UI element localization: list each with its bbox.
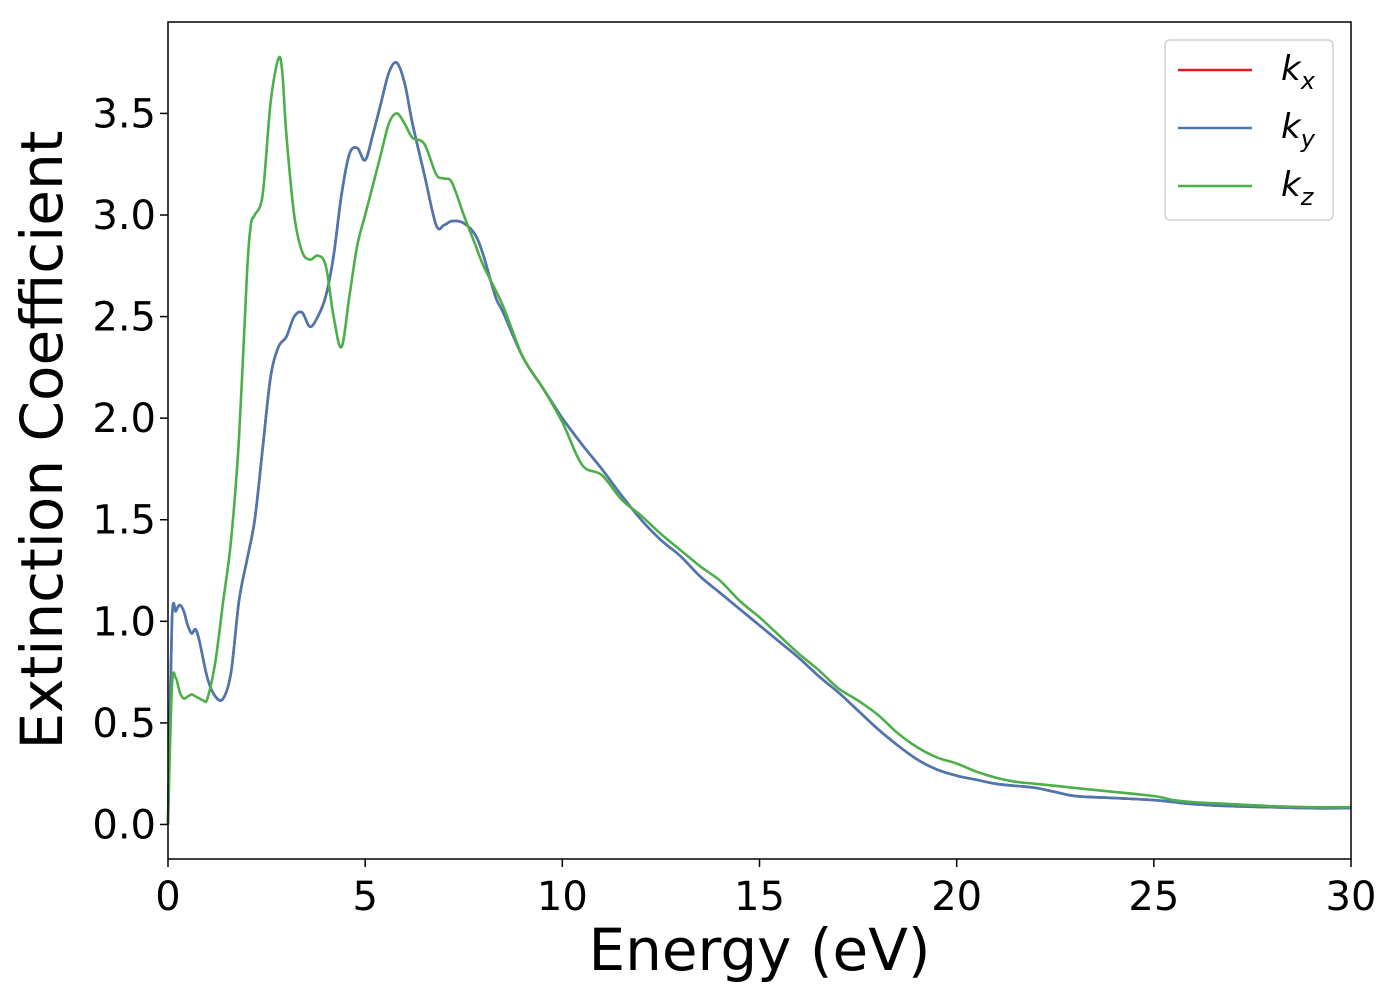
y-tick-label: 0.5 — [92, 701, 156, 747]
series-line-kz — [166, 55, 1352, 825]
legend-label-ky: ky — [1281, 107, 1316, 153]
x-tick-label: 25 — [1128, 874, 1179, 920]
x-tick-label: 0 — [155, 874, 180, 920]
legend-label-kz: kz — [1281, 165, 1315, 211]
y-axis-title: Extinction Coefficient — [8, 131, 76, 750]
series-line-ky — [166, 61, 1352, 825]
y-tick-label: 3.0 — [92, 193, 156, 239]
legend-box — [1164, 39, 1334, 221]
y-tick-label: 2.5 — [92, 295, 156, 341]
y-tick-label: 0.0 — [92, 802, 156, 848]
legend: kx ky kz — [1164, 39, 1334, 221]
x-tick-label: 30 — [1326, 874, 1377, 920]
x-tick-label: 15 — [734, 874, 785, 920]
y-axis-ticks: 0.0 0.5 1.0 1.5 2.0 2.5 3.0 3.5 — [92, 91, 168, 848]
series-lines — [166, 55, 1352, 825]
y-tick-label: 3.5 — [92, 91, 156, 137]
x-tick-label: 10 — [537, 874, 588, 920]
x-tick-label: 20 — [931, 874, 982, 920]
x-tick-label: 5 — [352, 874, 377, 920]
y-tick-label: 1.5 — [92, 498, 156, 544]
legend-label-kx: kx — [1281, 49, 1316, 95]
y-tick-label: 2.0 — [92, 396, 156, 442]
x-axis-title: Energy (eV) — [588, 916, 930, 984]
y-tick-label: 1.0 — [92, 599, 156, 645]
x-axis-ticks: 0 5 10 15 20 25 30 — [155, 859, 1376, 920]
